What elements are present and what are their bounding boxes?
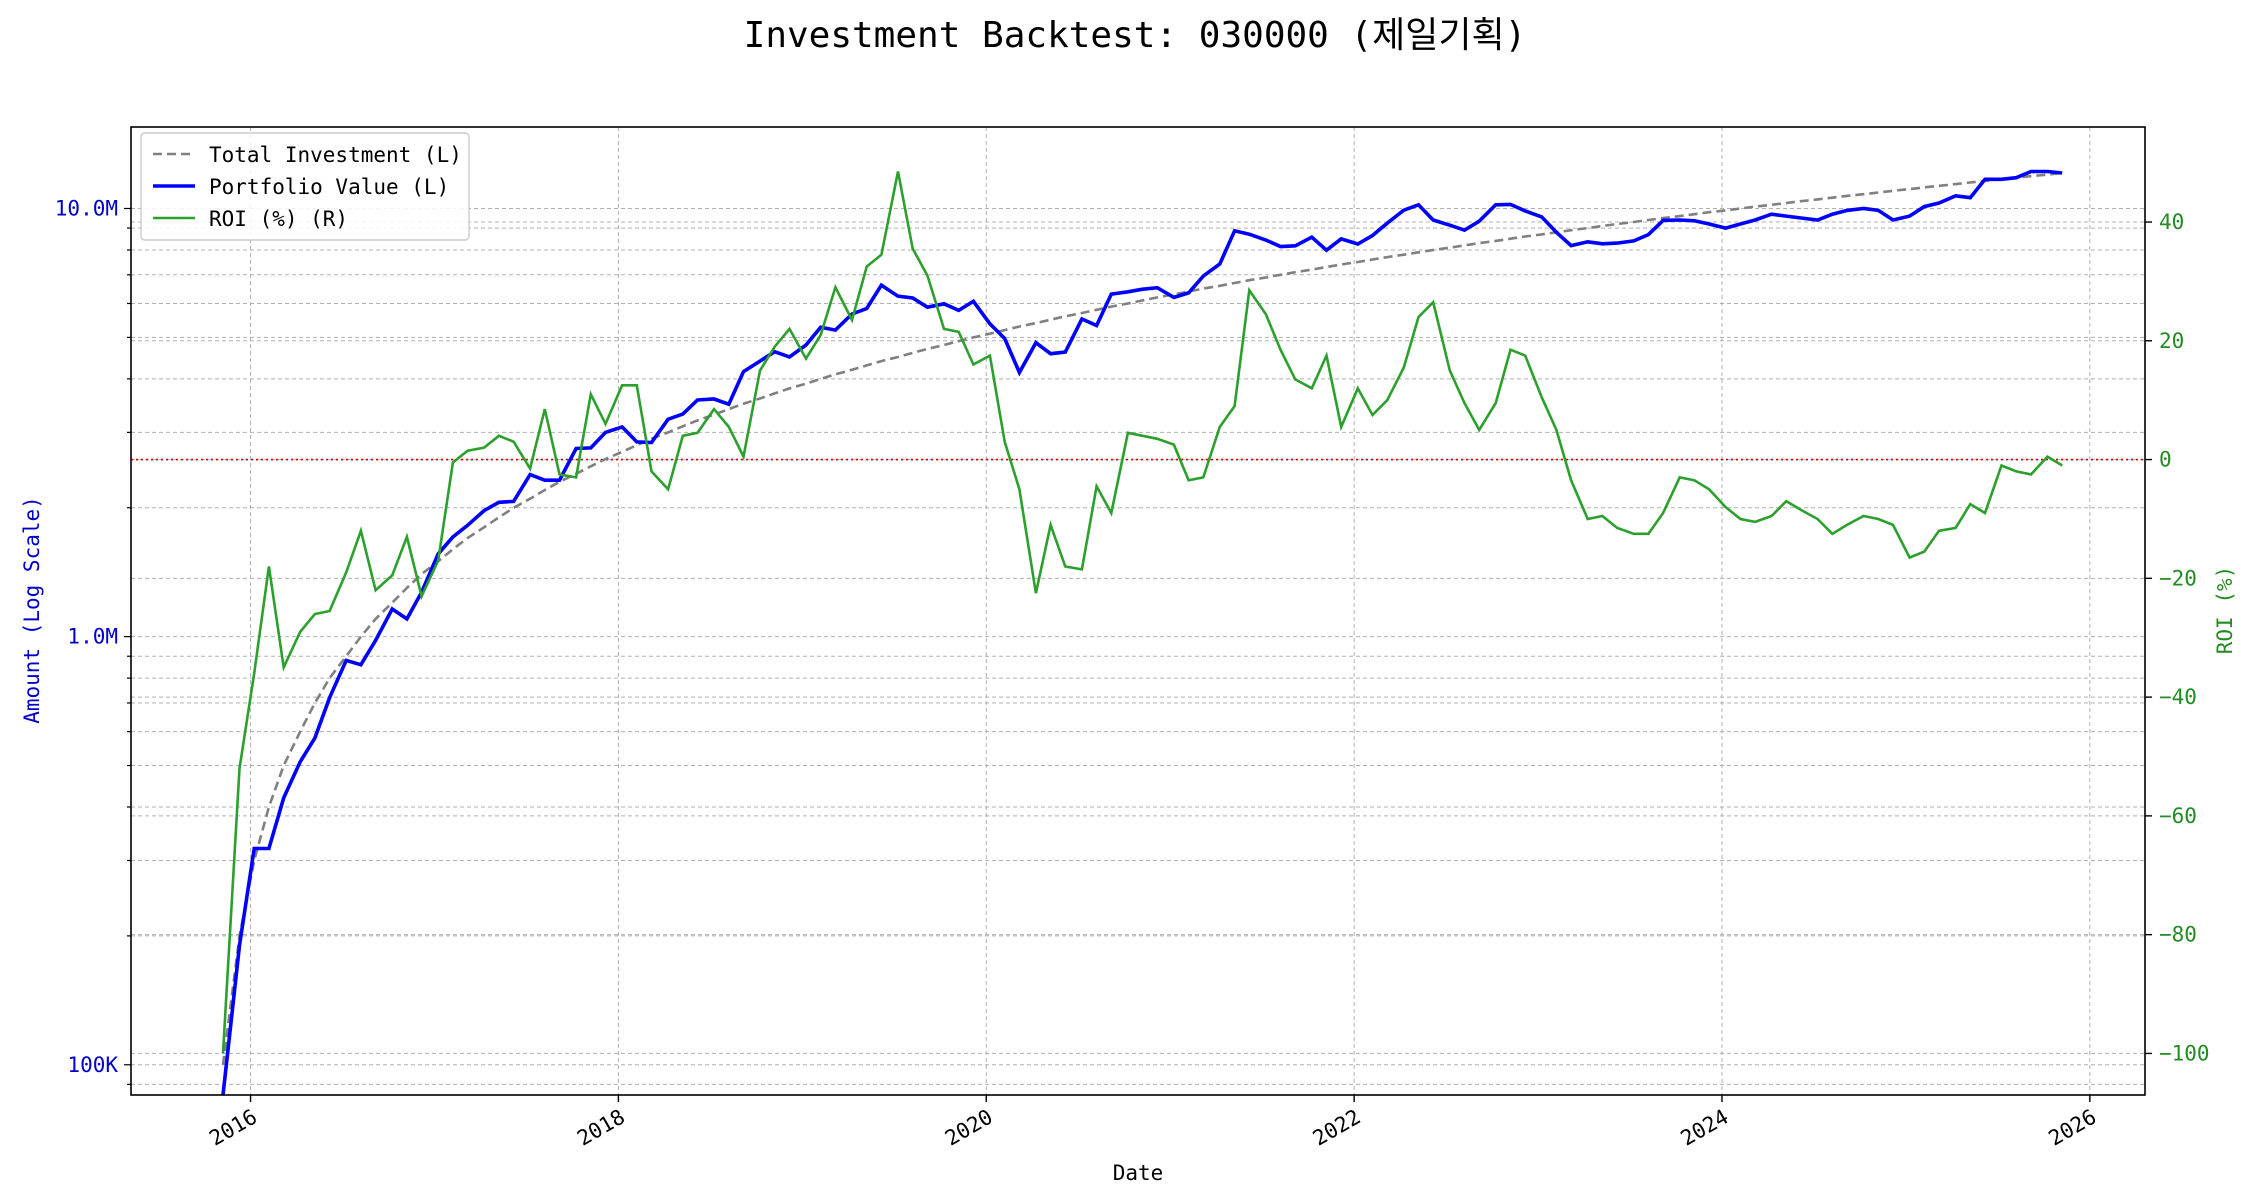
left-tick-label: 10.0M xyxy=(55,196,118,220)
legend-label-roi: ROI (%) (R) xyxy=(209,207,348,231)
plot-frame xyxy=(130,126,2146,1096)
legend-label-portfolio: Portfolio Value (L) xyxy=(209,175,449,199)
right-tick-label: 40 xyxy=(2159,210,2184,234)
legend-box xyxy=(140,132,470,241)
right-tick-label: −100 xyxy=(2159,1041,2210,1065)
grid-layer xyxy=(131,127,2145,1095)
x-tick-label: 2020 xyxy=(941,1105,997,1151)
left-tick-label: 1.0M xyxy=(67,625,118,649)
right-tick-label: −60 xyxy=(2159,804,2197,828)
total-investment-line xyxy=(221,171,2063,1065)
left-axis-label: Amount (Log Scale) xyxy=(20,496,44,724)
right-axis-label: ROI (%) xyxy=(2213,566,2237,655)
left-tick-label: 100K xyxy=(67,1053,118,1077)
chart-title: Investment Backtest: 030000 (제일기획) xyxy=(744,15,1527,56)
portfolio-value-line xyxy=(221,169,2063,1096)
legend: Total Investment (L) Portfolio Value (L)… xyxy=(140,132,470,241)
right-tick-label: 0 xyxy=(2159,448,2172,472)
x-tick-label: 2018 xyxy=(573,1105,629,1151)
right-tick-label: −40 xyxy=(2159,685,2197,709)
x-tick-label: 2016 xyxy=(205,1105,261,1151)
legend-label-total: Total Investment (L) xyxy=(209,143,462,167)
x-tick-label: 2022 xyxy=(1309,1105,1365,1151)
x-axis-label: Date xyxy=(1113,1161,1164,1185)
ticks-layer: 2016 2018 2020 2022 2024 2026 100K 1.0M 10.0M −10… xyxy=(55,196,2210,1150)
roi-line xyxy=(221,171,2063,1054)
right-tick-label: −80 xyxy=(2159,923,2197,947)
right-tick-label: 20 xyxy=(2159,329,2184,353)
x-tick-label: 2024 xyxy=(1677,1105,1733,1151)
x-tick-label: 2026 xyxy=(2045,1105,2101,1151)
right-tick-label: −20 xyxy=(2159,566,2197,590)
